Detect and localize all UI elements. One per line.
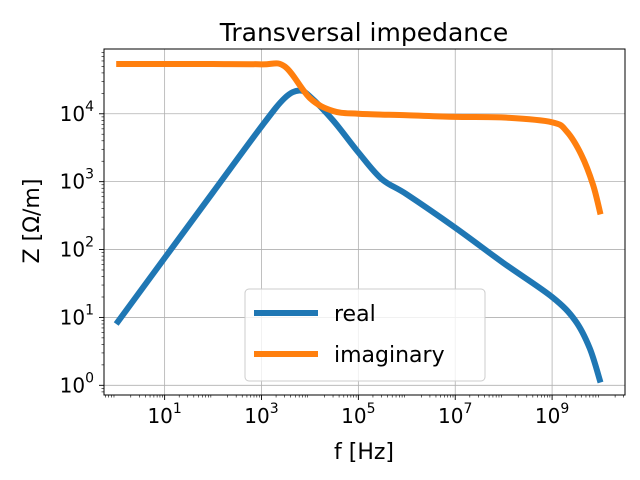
x-tick-base: 10: [341, 404, 366, 428]
x-tick-base: 10: [147, 404, 172, 428]
series-line-real: [113, 87, 604, 384]
x-tick-base: 10: [244, 404, 269, 428]
y-tick-exponent: 2: [85, 235, 94, 251]
x-tick-label: 101: [147, 401, 181, 428]
y-tick-exponent: 3: [85, 167, 94, 183]
plot-lines: [113, 60, 604, 384]
x-tick-exponent: 3: [270, 401, 279, 417]
y-tick-base: 10: [60, 238, 85, 262]
y-tick-base: 10: [60, 102, 85, 126]
x-tick-label: 105: [341, 401, 375, 428]
y-tick-base: 10: [60, 170, 85, 194]
y-tick-label: 104: [60, 99, 94, 126]
x-tick-label: 107: [438, 401, 472, 428]
y-tick-exponent: 1: [85, 302, 94, 318]
y-tick-label: 101: [60, 302, 94, 329]
x-axis-label: f [Hz]: [334, 440, 394, 465]
grid: [104, 49, 625, 395]
x-tick-base: 10: [535, 404, 560, 428]
y-tick-base: 10: [60, 305, 85, 329]
x-tick-label: 103: [244, 401, 278, 428]
x-tick-exponent: 1: [173, 401, 182, 417]
y-tick-label: 102: [60, 235, 94, 262]
x-tick-exponent: 5: [367, 401, 376, 417]
plot-frame: [103, 48, 626, 396]
y-axis-label: Z [Ω/m]: [20, 179, 45, 264]
chart-title: Transversal impedance: [219, 18, 508, 47]
x-tick-exponent: 7: [463, 401, 472, 417]
y-tick-exponent: 4: [85, 99, 94, 115]
x-tick-label: 109: [535, 401, 569, 428]
legend-label-imaginary: imaginary: [334, 343, 445, 368]
series-line-imaginary: [116, 60, 604, 216]
y-tick-exponent: 0: [85, 370, 94, 386]
x-tick-base: 10: [438, 404, 463, 428]
y-tick-base: 10: [60, 373, 85, 397]
legend-label-real: real: [334, 302, 376, 327]
x-tick-exponent: 9: [560, 401, 569, 417]
legend: real imaginary: [244, 288, 486, 382]
y-tick-label: 100: [60, 370, 94, 397]
y-tick-label: 103: [60, 167, 94, 194]
